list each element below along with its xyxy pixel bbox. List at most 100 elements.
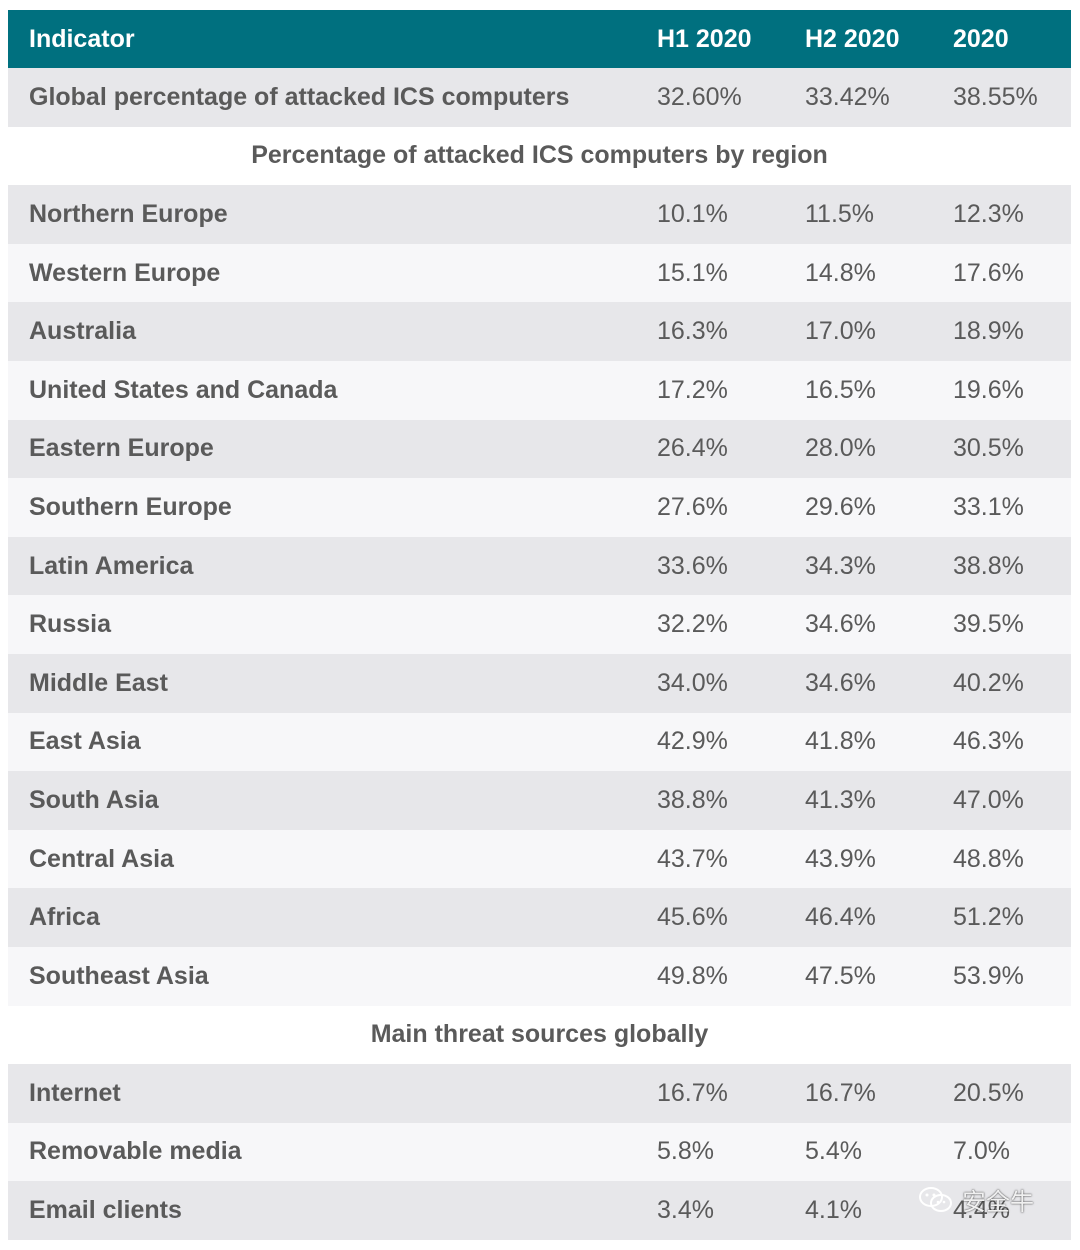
table-row: Southern Europe 27.6% 29.6% 33.1% <box>8 478 1071 537</box>
table-row: Latin America 33.6% 34.3% 38.8% <box>8 536 1071 596</box>
cell-h2: 41.3% <box>805 785 876 814</box>
threat-rows: Internet 16.7% 16.7% 20.5% Removable media 5.… <box>8 1064 1071 1240</box>
cell-h2: 14.8% <box>805 258 876 287</box>
cell-h1: 3.4% <box>657 1196 714 1225</box>
cell-h1: 43.7% <box>657 844 728 873</box>
header-h2-2020: H2 2020 <box>805 24 900 53</box>
cell-h2: 34.6% <box>805 610 876 639</box>
row-label: Latin America <box>29 551 194 580</box>
section-title-region: Percentage of attacked ICS computers by … <box>8 126 1071 186</box>
section-title-threats: Main threat sources globally <box>8 1005 1071 1065</box>
row-label: Eastern Europe <box>29 434 214 463</box>
cell-h1: 16.3% <box>657 317 728 346</box>
cell-year: 7.0% <box>953 1137 1010 1166</box>
cell-year: 51.2% <box>953 903 1024 932</box>
table-header: Indicator H1 2020 H2 2020 2020 <box>8 10 1071 68</box>
cell-h1: 27.6% <box>657 492 728 521</box>
cell-h2: 16.7% <box>805 1078 876 1107</box>
row-label: Southern Europe <box>29 492 232 521</box>
ics-stats-table: Indicator H1 2020 H2 2020 2020 Global pe… <box>8 10 1071 1240</box>
cell-h1: 34.0% <box>657 668 728 697</box>
cell-h2: 11.5% <box>805 199 875 228</box>
table-row: Central Asia 43.7% 43.9% 48.8% <box>8 829 1071 889</box>
cell-h2: 16.5% <box>805 375 876 404</box>
cell-year: 48.8% <box>953 844 1024 873</box>
cell-h1: 15.1% <box>657 258 728 287</box>
table-row: United States and Canada 17.2% 16.5% 19.6% <box>8 360 1071 420</box>
cell-year: 17.6% <box>953 258 1024 287</box>
table-row: Africa 45.6% 46.4% 51.2% <box>8 888 1071 947</box>
row-label: Russia <box>29 610 111 639</box>
table-row-global: Global percentage of attacked ICS comput… <box>8 68 1071 127</box>
cell-h2: 47.5% <box>805 961 876 990</box>
cell-h2: 33.42% <box>805 82 890 111</box>
cell-h1: 32.60% <box>657 82 742 111</box>
cell-year: 20.5% <box>953 1078 1024 1107</box>
table-row: Western Europe 15.1% 14.8% 17.6% <box>8 243 1071 303</box>
cell-h1: 26.4% <box>657 434 728 463</box>
row-label: Northern Europe <box>29 199 228 228</box>
cell-h2: 17.0% <box>805 317 876 346</box>
cell-year: 12.3% <box>953 199 1024 228</box>
cell-h2: 5.4% <box>805 1137 862 1166</box>
table-row: Removable media 5.8% 5.4% 7.0% <box>8 1122 1071 1182</box>
row-label: Middle East <box>29 668 168 697</box>
row-label: Central Asia <box>29 844 174 873</box>
cell-year: 33.1% <box>953 492 1024 521</box>
row-label: United States and Canada <box>29 375 338 404</box>
row-label: Western Europe <box>29 258 221 287</box>
table-row: South Asia 38.8% 41.3% 47.0% <box>8 771 1071 830</box>
cell-h2: 41.8% <box>805 727 876 756</box>
cell-h2: 34.6% <box>805 668 876 697</box>
cell-h1: 5.8% <box>657 1137 714 1166</box>
cell-h1: 32.2% <box>657 610 728 639</box>
table-row: Email clients 3.4% 4.1% 4.4% <box>8 1181 1071 1240</box>
row-label: East Asia <box>29 727 141 756</box>
cell-year: 4.4% <box>953 1196 1010 1225</box>
cell-year: 46.3% <box>953 727 1024 756</box>
table-row: Internet 16.7% 16.7% 20.5% <box>8 1064 1071 1123</box>
cell-h1: 42.9% <box>657 727 728 756</box>
table-row: Northern Europe 10.1% 11.5% 12.3% <box>8 185 1071 244</box>
cell-year: 38.8% <box>953 551 1024 580</box>
section-title-text: Percentage of attacked ICS computers by … <box>251 141 828 170</box>
row-label: Africa <box>29 903 100 932</box>
cell-h2: 29.6% <box>805 492 876 521</box>
watermark-text: 安全牛 <box>962 1189 1034 1216</box>
cell-h1: 33.6% <box>657 551 728 580</box>
row-label: Removable media <box>29 1137 242 1166</box>
cell-year: 19.6% <box>953 375 1024 404</box>
cell-h1: 10.1% <box>657 199 728 228</box>
table-row: East Asia 42.9% 41.8% 46.3% <box>8 712 1071 772</box>
cell-year: 40.2% <box>953 668 1024 697</box>
row-label: Global percentage of attacked ICS comput… <box>29 82 570 111</box>
row-label: Internet <box>29 1078 121 1107</box>
cell-year: 47.0% <box>953 785 1024 814</box>
cell-h1: 17.2% <box>657 375 728 404</box>
row-label: South Asia <box>29 785 159 814</box>
watermark: 安全牛 <box>918 1182 1034 1217</box>
table-row: Southeast Asia 49.8% 47.5% 53.9% <box>8 946 1071 1006</box>
region-rows: Northern Europe 10.1% 11.5% 12.3% Western Eu… <box>8 185 1071 1006</box>
row-label: Southeast Asia <box>29 961 209 990</box>
table-row: Middle East 34.0% 34.6% 40.2% <box>8 653 1071 713</box>
row-label: Email clients <box>29 1196 182 1225</box>
cell-h1: 45.6% <box>657 903 728 932</box>
cell-year: 39.5% <box>953 610 1024 639</box>
row-label: Australia <box>29 317 136 346</box>
table-row: Russia 32.2% 34.6% 39.5% <box>8 595 1071 654</box>
header-indicator: Indicator <box>29 24 135 53</box>
table-row: Australia 16.3% 17.0% 18.9% <box>8 302 1071 361</box>
cell-h1: 16.7% <box>657 1078 728 1107</box>
table-row: Eastern Europe 26.4% 28.0% 30.5% <box>8 419 1071 479</box>
cell-h1: 38.8% <box>657 785 728 814</box>
cell-year: 53.9% <box>953 961 1024 990</box>
header-2020: 2020 <box>953 24 1009 53</box>
cell-h1: 49.8% <box>657 961 728 990</box>
cell-year: 18.9% <box>953 317 1024 346</box>
cell-h2: 28.0% <box>805 434 876 463</box>
cell-h2: 34.3% <box>805 551 876 580</box>
header-h1-2020: H1 2020 <box>657 24 752 53</box>
section-title-text: Main threat sources globally <box>370 1020 709 1049</box>
cell-h2: 43.9% <box>805 844 876 873</box>
